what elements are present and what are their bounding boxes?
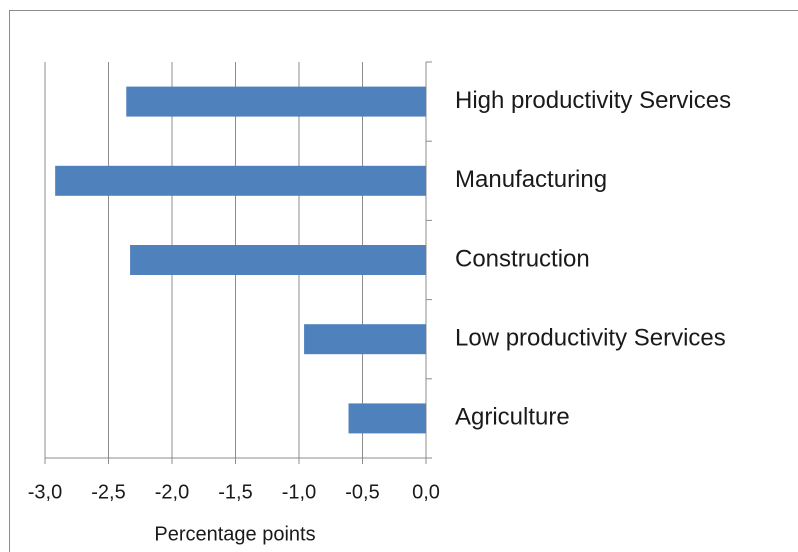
category-label: Agriculture xyxy=(455,404,570,431)
bar xyxy=(304,324,426,355)
bar xyxy=(348,403,426,434)
x-axis-label: Percentage points xyxy=(154,523,315,545)
bar xyxy=(55,165,426,196)
category-label: Manufacturing xyxy=(455,166,607,193)
x-tick-label: 0,0 xyxy=(412,481,440,503)
x-tick-label: -0,5 xyxy=(345,481,379,503)
chart-frame xyxy=(9,10,798,552)
bar xyxy=(130,245,426,275)
x-tick-label: -1,5 xyxy=(218,481,252,503)
x-tick-label: -2,5 xyxy=(91,481,125,503)
x-tick-label: -1,0 xyxy=(282,481,316,503)
bar xyxy=(126,86,426,117)
x-tick-label: -3,0 xyxy=(28,481,62,503)
x-tick-label: -2,0 xyxy=(155,481,189,503)
category-label: High productivity Services xyxy=(455,87,731,114)
category-label: Construction xyxy=(455,245,590,272)
category-label: Low productivity Services xyxy=(455,325,726,352)
